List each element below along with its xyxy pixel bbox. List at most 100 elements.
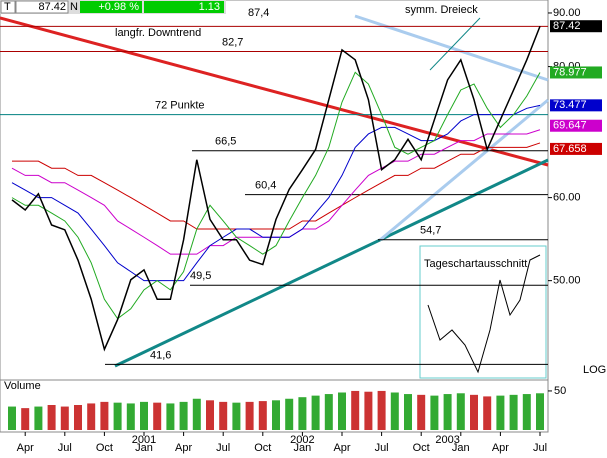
x-tick-label: Apr <box>333 442 350 454</box>
value-label: 73.477 <box>553 99 587 111</box>
volume-bar <box>298 397 307 430</box>
triangle-label: symm. Dreieck <box>405 4 478 16</box>
last-box <box>15 0 69 14</box>
value-box <box>550 66 602 79</box>
x-tick-label: Oct <box>254 442 271 454</box>
volume-bar <box>166 403 175 430</box>
volume-bar <box>232 402 241 430</box>
symbol: T <box>4 1 11 13</box>
triangle-line <box>379 98 549 242</box>
x-tick-label: Jan <box>452 442 470 454</box>
volume-frame <box>0 379 549 433</box>
y-tick-label: 50.00 <box>553 275 581 287</box>
level-label: 87,4 <box>248 7 269 19</box>
volume-bar <box>509 394 518 430</box>
volume-bar <box>522 394 531 430</box>
inset-label: Tageschartausschnitt <box>424 258 527 270</box>
volume-bar <box>245 401 254 430</box>
diff-box <box>144 1 224 13</box>
level-label: 60,4 <box>255 180 276 192</box>
volume-bar <box>377 390 386 430</box>
volume-bar <box>74 405 82 430</box>
volume-bar <box>364 391 373 430</box>
x-tick-label: Jul <box>533 442 547 454</box>
volume-bar <box>536 393 544 430</box>
volume-bar <box>192 398 201 430</box>
price-line <box>11 25 541 352</box>
level-label: 66,5 <box>215 136 236 148</box>
level-label: 72 Punkte <box>155 99 205 111</box>
volume-bar <box>272 400 280 430</box>
x-tick-label: Jan <box>135 442 153 454</box>
moving-average <box>12 142 541 230</box>
x-tick-label: Apr <box>17 442 34 454</box>
volume-bar <box>87 403 96 430</box>
volume-bar <box>417 394 426 430</box>
volume-bar <box>456 393 465 430</box>
flag: N <box>70 1 78 13</box>
volume-bar <box>430 395 439 430</box>
volume-bar <box>324 394 333 430</box>
volume-bar <box>47 405 56 430</box>
level-label: 41,6 <box>150 349 171 361</box>
year-label: 2001 <box>132 434 156 446</box>
volume-bar <box>390 392 399 430</box>
level-label: 82,7 <box>222 36 243 48</box>
x-tick-label: Jan <box>294 442 312 454</box>
x-tick-label: Oct <box>96 442 113 454</box>
change: +0.98 % <box>98 1 139 13</box>
volume-bar <box>443 394 452 430</box>
value-box <box>550 99 602 112</box>
x-tick-label: Jul <box>58 442 72 454</box>
symbol-box <box>0 0 16 14</box>
x-tick-label: Oct <box>413 442 430 454</box>
volume-bar <box>311 395 320 430</box>
value-label: 78.977 <box>553 66 587 78</box>
volume-bar <box>404 394 412 430</box>
inset-price <box>427 254 541 374</box>
volume-tick-label: 50 <box>554 385 566 397</box>
volume-bar <box>100 401 109 430</box>
volume-bar <box>496 395 505 430</box>
y-tick-label: 60.00 <box>553 192 581 204</box>
year-label: 2003 <box>435 434 459 446</box>
value-box <box>550 119 602 132</box>
volume-bar <box>34 406 43 430</box>
scale-label: LOG <box>583 364 606 376</box>
last: 87.42 <box>38 1 66 13</box>
level-label: 54,7 <box>420 225 441 237</box>
value-label: 67.658 <box>553 143 587 155</box>
downtrend-line <box>0 16 549 167</box>
volume-bar <box>140 401 148 430</box>
downtrend-label: langfr. Downtrend <box>115 27 201 39</box>
year-label: 2002 <box>290 434 314 446</box>
volume-bar <box>285 398 294 430</box>
volume-bar <box>351 390 360 430</box>
level-label: 49,5 <box>190 270 211 282</box>
volume-bar <box>483 396 492 430</box>
volume-bar <box>126 403 135 430</box>
value-label: 87.42 <box>553 20 581 32</box>
change-box <box>80 1 142 13</box>
volume-bar <box>153 402 162 430</box>
value-label: 69.647 <box>553 120 587 132</box>
volume-label: Volume <box>4 380 41 392</box>
x-tick-label: Apr <box>175 442 192 454</box>
volume-bar <box>8 406 16 430</box>
volume-bar <box>219 401 228 430</box>
volume-bar <box>470 394 478 430</box>
y-tick-label: 90.00 <box>553 7 581 19</box>
volume-bar <box>338 392 346 430</box>
volume-bar <box>21 408 30 430</box>
volume-bar <box>206 400 214 430</box>
x-tick-label: Apr <box>492 442 509 454</box>
diff: 1.13 <box>199 1 220 13</box>
x-tick-label: Jul <box>375 442 389 454</box>
value-box <box>550 20 602 33</box>
x-tick-label: Jul <box>216 442 230 454</box>
volume-bar <box>113 402 122 430</box>
volume-bar <box>179 401 188 430</box>
moving-average <box>11 104 541 282</box>
value-box <box>550 142 602 155</box>
